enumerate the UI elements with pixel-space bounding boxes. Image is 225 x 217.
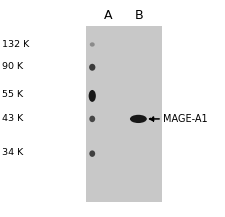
Text: A: A [104,9,112,22]
Ellipse shape [89,64,95,71]
Text: 43 K: 43 K [2,114,23,123]
Ellipse shape [89,116,95,122]
Text: MAGE-A1: MAGE-A1 [163,114,208,124]
Text: 132 K: 132 K [2,40,29,49]
Ellipse shape [89,150,95,157]
Text: B: B [135,9,144,22]
Text: 34 K: 34 K [2,148,23,158]
Bar [86,26,162,202]
Ellipse shape [89,90,96,102]
Ellipse shape [90,42,95,47]
Ellipse shape [130,115,147,123]
Text: 55 K: 55 K [2,90,23,99]
Text: 90 K: 90 K [2,62,23,71]
